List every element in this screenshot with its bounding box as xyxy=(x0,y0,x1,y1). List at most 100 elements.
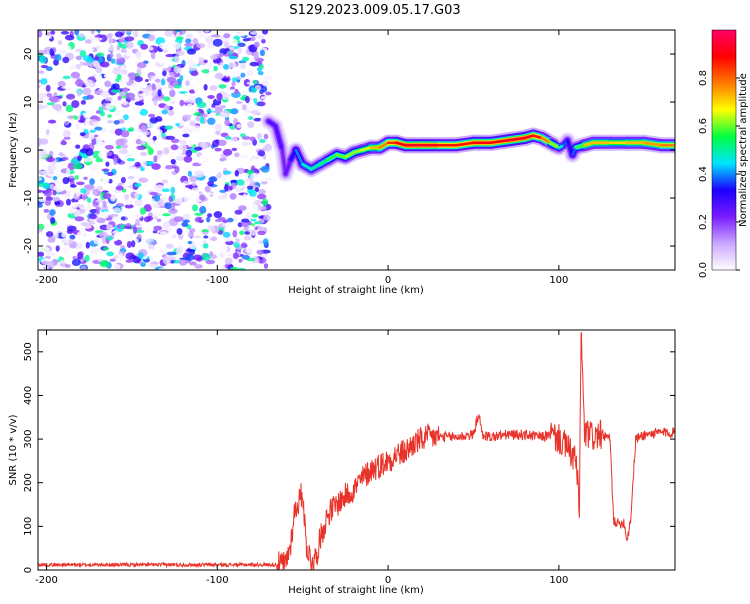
noise-blob xyxy=(195,116,200,122)
noise-blob xyxy=(202,243,209,249)
noise-blob xyxy=(95,45,101,49)
ridge-segment xyxy=(294,148,304,166)
noise-blob xyxy=(257,71,264,76)
noise-blob xyxy=(69,175,75,179)
noise-blob xyxy=(247,121,255,128)
noise-blob xyxy=(147,215,153,221)
noise-blob xyxy=(74,79,85,87)
noise-blob xyxy=(261,198,269,206)
noise-blob xyxy=(198,191,203,195)
noise-blob xyxy=(75,123,81,130)
spectrogram-ridge xyxy=(260,113,675,182)
noise-blob xyxy=(45,157,56,163)
noise-blob xyxy=(206,216,211,223)
ridge-segment xyxy=(301,163,313,171)
noise-blob xyxy=(181,221,189,227)
noise-blob xyxy=(62,56,70,64)
noise-blob xyxy=(120,176,126,184)
noise-blob xyxy=(246,70,254,76)
noise-blob xyxy=(106,151,113,157)
noise-blob xyxy=(168,71,176,77)
noise-blob xyxy=(168,195,173,203)
noise-blob xyxy=(43,190,53,197)
noise-blob xyxy=(256,101,266,107)
noise-blob xyxy=(222,231,231,238)
noise-blob xyxy=(185,80,190,87)
noise-blob xyxy=(170,138,180,144)
noise-blob xyxy=(104,97,113,102)
noise-blob xyxy=(108,37,113,45)
noise-blob xyxy=(190,149,198,153)
noise-blob xyxy=(78,203,88,210)
noise-blob xyxy=(204,30,210,33)
noise-blob xyxy=(139,207,147,215)
noise-blob xyxy=(67,162,76,170)
noise-blob xyxy=(208,176,217,183)
noise-blob xyxy=(183,195,188,202)
noise-blob xyxy=(248,225,255,231)
noise-blob xyxy=(200,141,209,150)
noise-blob xyxy=(83,176,88,180)
noise-blob xyxy=(190,63,199,69)
noise-blob xyxy=(264,71,271,78)
noise-blob xyxy=(231,81,236,87)
noise-blob xyxy=(66,168,71,175)
noise-blob xyxy=(49,209,56,216)
noise-blob xyxy=(166,251,177,256)
noise-blob xyxy=(47,164,56,172)
noise-blob xyxy=(140,262,146,267)
noise-blob xyxy=(46,247,51,256)
noise-blob xyxy=(124,154,131,159)
noise-blob xyxy=(242,56,250,62)
ridge-segment xyxy=(309,163,322,171)
noise-blob xyxy=(256,205,267,211)
noise-blob xyxy=(170,144,179,151)
ridge-segment xyxy=(267,119,277,128)
noise-blob xyxy=(116,53,122,60)
noise-blob xyxy=(251,87,257,93)
colorbar: 0.0 0.2 0.4 0.6 0.8 Normalized spectral ampl… xyxy=(698,29,749,278)
noise-blob xyxy=(256,67,262,72)
noise-blob xyxy=(225,70,230,77)
noise-blob xyxy=(50,30,56,35)
noise-blob xyxy=(102,247,110,251)
noise-blob xyxy=(126,232,134,240)
noise-blob xyxy=(241,90,249,95)
noise-blob xyxy=(112,207,121,213)
noise-blob xyxy=(207,117,216,125)
noise-blob xyxy=(213,65,218,72)
noise-blob xyxy=(39,55,47,64)
noise-blob xyxy=(199,205,207,214)
colorbar-tick-label: 0.6 xyxy=(698,118,709,134)
noise-blob xyxy=(40,64,48,69)
noise-blob xyxy=(201,69,210,74)
noise-blob xyxy=(50,217,56,224)
noise-blob xyxy=(177,233,184,240)
noise-blob xyxy=(134,229,145,233)
noise-blob xyxy=(187,170,192,177)
noise-blob xyxy=(260,96,269,100)
noise-blob xyxy=(247,104,256,112)
noise-blob xyxy=(240,197,246,202)
noise-blob xyxy=(212,38,223,47)
noise-blob xyxy=(120,130,130,138)
noise-blob xyxy=(158,58,164,65)
noise-blob xyxy=(194,264,203,269)
noise-blob xyxy=(207,213,213,218)
noise-blob xyxy=(215,130,221,136)
noise-blob xyxy=(77,251,84,260)
noise-blob xyxy=(190,70,199,77)
noise-blob xyxy=(172,234,177,239)
noise-blob xyxy=(49,48,54,56)
spectrogram-y-tick-label: 20 xyxy=(23,48,34,61)
noise-blob xyxy=(62,130,71,138)
noise-blob xyxy=(54,254,60,260)
noise-blob xyxy=(254,187,259,193)
noise-blob xyxy=(89,172,94,181)
noise-blob xyxy=(145,100,151,109)
noise-blob xyxy=(227,252,233,257)
noise-blob xyxy=(64,121,70,126)
noise-blob xyxy=(224,184,229,192)
noise-blob xyxy=(253,117,262,122)
